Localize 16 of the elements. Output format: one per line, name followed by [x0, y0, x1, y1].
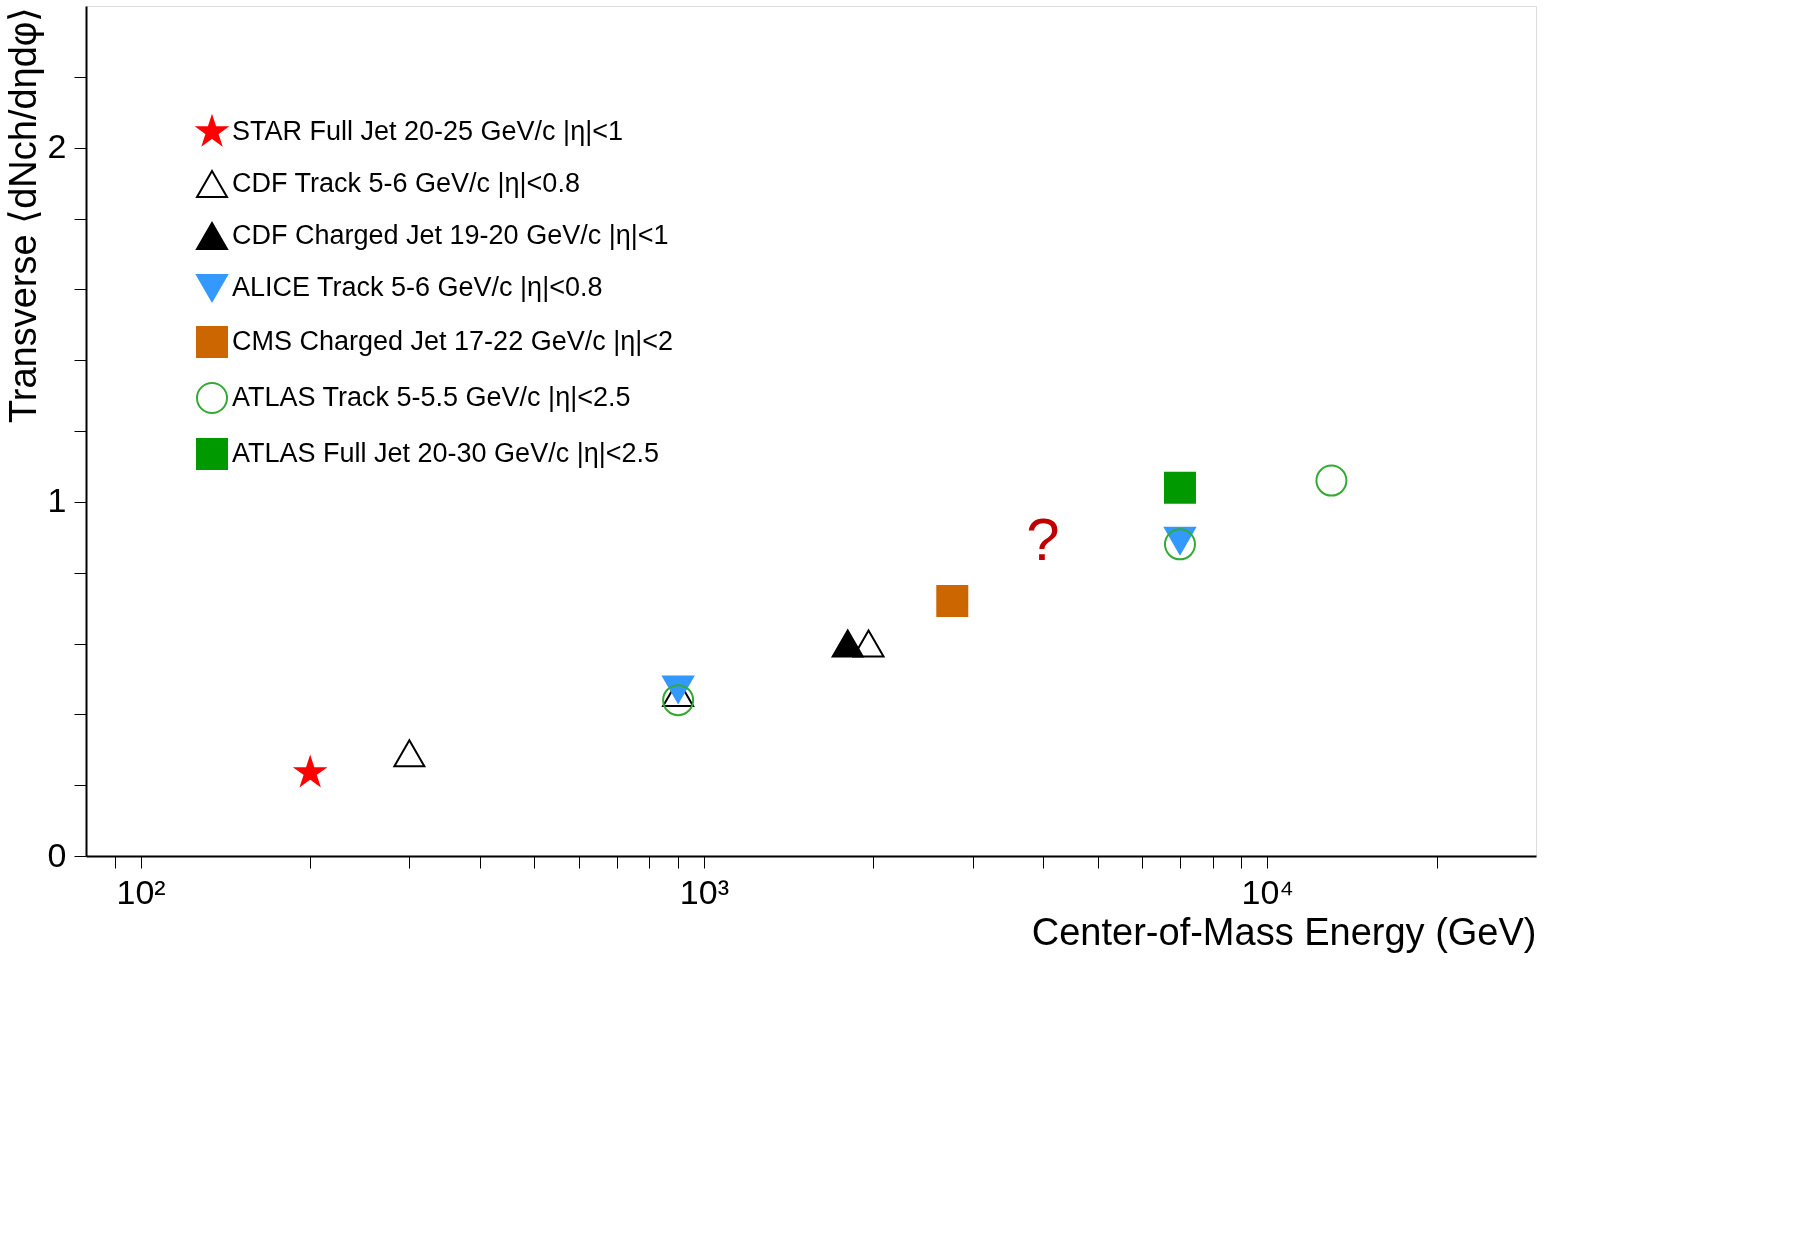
legend-label: ALICE Track 5-6 GeV/c |η|<0.8 — [232, 272, 603, 302]
y-tick-label: 2 — [47, 127, 67, 166]
x-axis-title: Center-of-Mass Energy (GeV) — [1031, 910, 1537, 953]
annotation: ? — [1026, 505, 1060, 573]
legend-label: CDF Track 5-6 GeV/c |η|<0.8 — [232, 168, 580, 198]
legend-label: ATLAS Full Jet 20-30 GeV/c |η|<2.5 — [232, 438, 659, 468]
y-tick-label: 1 — [47, 481, 67, 520]
x-tick-label: 10³ — [679, 872, 729, 911]
y-tick-label: 0 — [47, 835, 67, 874]
y-axis-title: Transverse ⟨dNch/dηdφ⟩ — [1, 6, 44, 424]
x-tick-label: 10² — [116, 872, 166, 911]
legend-label: STAR Full Jet 20-25 GeV/c |η|<1 — [232, 116, 623, 146]
legend-label: CDF Charged Jet 19-20 GeV/c |η|<1 — [232, 220, 669, 250]
legend-label: ATLAS Track 5-5.5 GeV/c |η|<2.5 — [232, 382, 631, 412]
legend-label: CMS Charged Jet 17-22 GeV/c |η|<2 — [232, 326, 674, 356]
x-tick-label: 10⁴ — [1241, 872, 1294, 911]
